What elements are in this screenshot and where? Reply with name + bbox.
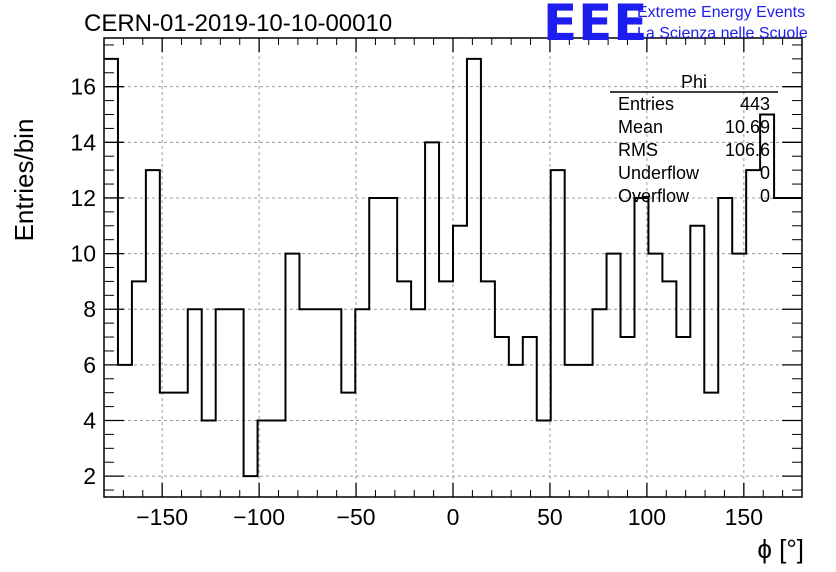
logo-line-1: Extreme Energy Events [637, 4, 806, 21]
stats-row-value: 106.6 [725, 140, 770, 160]
x-tick-label: 150 [725, 504, 763, 530]
axis-ticks [104, 38, 802, 497]
y-tick-label: 12 [70, 185, 96, 211]
x-tick-label: −100 [233, 504, 285, 530]
y-axis-label: Entries/bin [9, 119, 39, 242]
y-tick-label: 6 [83, 352, 96, 378]
y-tick-label: 10 [70, 241, 96, 267]
x-tick-label: −50 [337, 504, 376, 530]
x-tick-label: 50 [537, 504, 563, 530]
x-tick-label: 0 [447, 504, 460, 530]
y-tick-label: 4 [83, 408, 96, 434]
x-axis-label: ϕ [°] [757, 534, 804, 564]
axis-tick-labels: −150 −100 −50 0 50 100 150 2 4 6 8 10 12 14 16 [70, 74, 763, 530]
stats-title: Phi [681, 72, 707, 92]
stats-row-value: 0 [760, 186, 770, 206]
stats-row-value: 10.69 [725, 117, 770, 137]
x-tick-label: −150 [136, 504, 188, 530]
run-title: CERN-01-2019-10-10-00010 [84, 10, 393, 37]
stats-row-label: RMS [618, 140, 658, 160]
y-tick-label: 14 [70, 129, 96, 155]
stats-row-value: 443 [740, 94, 770, 114]
x-tick-label: 100 [628, 504, 666, 530]
stats-row-value: 0 [760, 163, 770, 183]
eee-logo: EEE [543, 0, 649, 52]
y-tick-label: 16 [70, 74, 96, 100]
stats-box: Phi Entries 443 Mean 10.69 RMS 106.6 Underflow… [610, 72, 778, 206]
stats-row-label: Underflow [618, 163, 700, 183]
y-tick-label: 2 [83, 463, 96, 489]
stats-row-label: Mean [618, 117, 663, 137]
stats-row-label: Overflow [618, 186, 690, 206]
stats-row-label: Entries [618, 94, 674, 114]
histogram-series [104, 57, 802, 478]
y-tick-label: 8 [83, 296, 96, 322]
logo-line-2: La Scienza nelle Scuole [637, 25, 808, 42]
